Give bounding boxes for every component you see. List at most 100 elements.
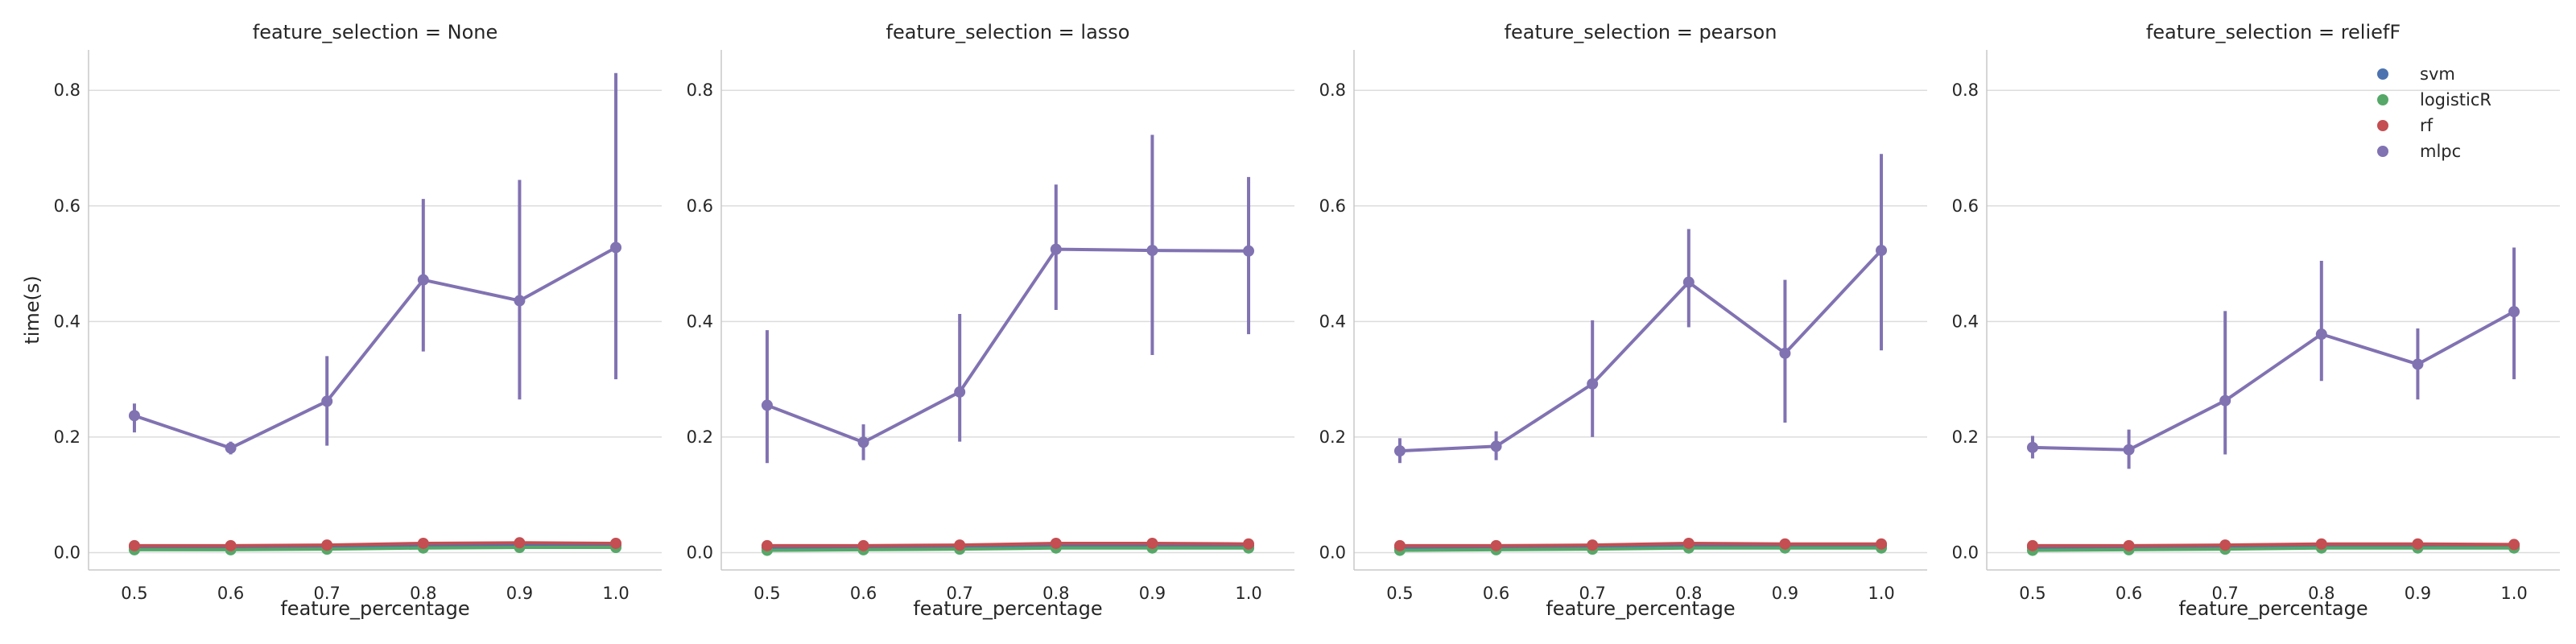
- y-tick-label: 0.8: [54, 80, 80, 100]
- series-mlpc: [2026, 247, 2520, 469]
- legend-label-svm: svm: [2420, 64, 2455, 84]
- y-tick-label: 0.0: [54, 543, 80, 562]
- data-point: [2123, 539, 2135, 551]
- y-tick-label: 0.4: [1952, 312, 1979, 331]
- x-tick-label: 1.0: [602, 584, 629, 603]
- y-tick-label: 0.6: [1319, 196, 1346, 216]
- data-point: [1393, 445, 1406, 457]
- x-tick-label: 1.0: [1235, 584, 1261, 603]
- data-point: [1050, 243, 1062, 255]
- data-point: [610, 242, 622, 254]
- x-tick-label: 0.7: [2211, 584, 2238, 603]
- facet-panel-1: 0.0 0.2 0.4 0.6 0.8 0.5 0.6 0.7 0.8 0.9 1.0 feature…: [687, 21, 1294, 620]
- x-tick-label: 0.9: [1772, 584, 1798, 603]
- y-tick-label: 0.2: [1319, 427, 1346, 447]
- series-line: [2032, 310, 2515, 452]
- x-axis-label: feature_percentage: [280, 597, 469, 620]
- data-point: [1587, 378, 1599, 390]
- x-axis-label: feature_percentage: [1546, 597, 1735, 620]
- data-point: [1876, 245, 1888, 257]
- data-point: [1779, 347, 1791, 359]
- series-line: [766, 247, 1249, 444]
- series-line: [1399, 546, 1882, 552]
- x-axis-label: feature_percentage: [913, 597, 1102, 620]
- facet-panel-0: 0.0 0.2 0.4 0.6 0.8 0.5 0.6 0.7 0.8 0.9 1.0 feature…: [54, 21, 662, 620]
- x-tick-label: 1.0: [1868, 584, 1894, 603]
- data-point: [1490, 440, 1502, 452]
- data-point: [321, 395, 333, 407]
- data-point: [954, 386, 966, 398]
- data-point: [2315, 538, 2327, 550]
- series-line: [134, 546, 617, 551]
- data-point: [2219, 394, 2231, 407]
- data-point: [1587, 539, 1599, 551]
- x-tick-label: 0.7: [313, 584, 340, 603]
- data-point: [514, 295, 526, 307]
- data-point: [321, 539, 333, 551]
- panel-title: feature_selection = lasso: [886, 21, 1130, 43]
- series-rf: [1393, 537, 1888, 551]
- facet-panel-2: 0.0 0.2 0.4 0.6 0.8 0.5 0.6 0.7 0.8 0.9 1.0 feature…: [1319, 21, 1927, 620]
- series-line: [766, 541, 1249, 547]
- data-point: [761, 539, 773, 551]
- y-tick-label: 0.8: [1319, 80, 1346, 100]
- x-tick-label: 0.5: [753, 584, 780, 603]
- y-tick-label: 0.8: [1952, 80, 1979, 100]
- y-tick-label: 0.2: [687, 427, 713, 447]
- series-rf: [761, 537, 1255, 551]
- data-point: [1779, 538, 1791, 550]
- y-tick-label: 0.8: [687, 80, 713, 100]
- x-tick-label: 0.8: [2308, 584, 2334, 603]
- data-point: [128, 410, 140, 422]
- x-tick-label: 0.5: [1386, 584, 1413, 603]
- series-mlpc: [1393, 154, 1888, 464]
- data-point: [2315, 328, 2327, 341]
- data-point: [954, 539, 966, 551]
- y-tick-label: 0.4: [54, 312, 80, 331]
- data-point: [2219, 539, 2231, 551]
- data-point: [857, 436, 869, 448]
- x-tick-label: 0.5: [121, 584, 147, 603]
- data-point: [1146, 537, 1158, 549]
- x-tick-label: 0.8: [1042, 584, 1069, 603]
- legend-label-logisticR: logisticR: [2420, 90, 2491, 109]
- data-point: [417, 274, 429, 286]
- x-axis-label: feature_percentage: [2178, 597, 2368, 620]
- x-tick-label: 0.5: [2019, 584, 2046, 603]
- data-point: [2508, 539, 2520, 551]
- legend-marker-mlpc: [2377, 146, 2388, 157]
- x-tick-label: 0.8: [410, 584, 436, 603]
- data-point: [225, 442, 237, 454]
- legend-label-rf: rf: [2420, 116, 2434, 135]
- x-tick-label: 0.7: [1579, 584, 1605, 603]
- y-axis-label: time(s): [21, 275, 43, 344]
- panel-title: feature_selection = None: [253, 21, 498, 43]
- y-tick-label: 0.2: [54, 427, 80, 447]
- x-tick-label: 0.6: [2116, 584, 2142, 603]
- x-tick-label: 0.6: [1483, 584, 1509, 603]
- x-tick-label: 0.6: [850, 584, 877, 603]
- y-tick-label: 0.6: [54, 196, 80, 216]
- data-point: [1050, 537, 1062, 549]
- data-point: [417, 537, 429, 549]
- data-point: [1682, 537, 1695, 549]
- data-point: [2412, 358, 2424, 370]
- x-tick-label: 0.9: [2405, 584, 2431, 603]
- series-line: [1399, 543, 1882, 550]
- data-point: [128, 539, 140, 551]
- series-line: [134, 541, 617, 547]
- x-tick-label: 0.8: [1675, 584, 1702, 603]
- data-point: [1393, 539, 1406, 551]
- y-tick-label: 0.6: [1952, 196, 1979, 216]
- y-tick-label: 0.0: [1952, 543, 1979, 562]
- panel-title: feature_selection = reliefF: [2146, 21, 2401, 43]
- data-point: [225, 539, 237, 551]
- legend-marker-svm: [2377, 68, 2388, 80]
- data-point: [2508, 306, 2520, 318]
- data-point: [1146, 245, 1158, 257]
- series-line: [134, 246, 617, 450]
- data-point: [2026, 441, 2038, 453]
- legend-marker-logisticR: [2377, 94, 2388, 105]
- series-line: [134, 543, 617, 550]
